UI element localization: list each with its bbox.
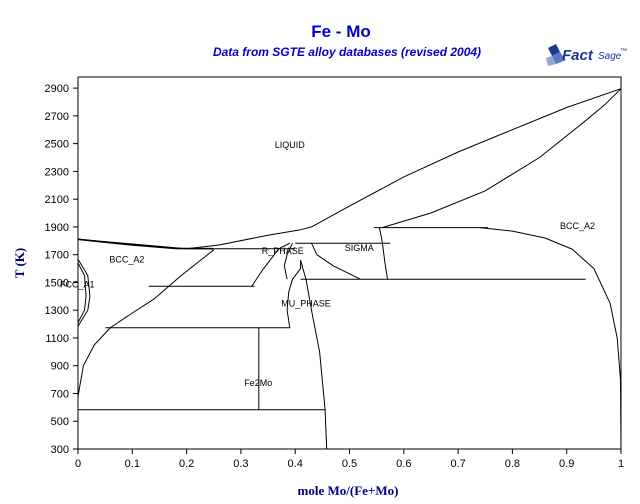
boundary-r-left — [251, 242, 291, 287]
x-tick-label: 0 — [75, 458, 81, 470]
phase-label: Fe2Mo — [244, 378, 272, 388]
boundary-mu-left — [286, 260, 302, 328]
phase-label: SIGMA — [345, 243, 374, 253]
y-tick-label: 700 — [51, 388, 69, 400]
boundary-mu-right — [300, 260, 328, 450]
x-tick-label: 0.9 — [559, 458, 574, 470]
x-tick-label: 0.5 — [342, 458, 357, 470]
phase-boundaries — [77, 88, 622, 450]
boundary-bcc-mo-solvus — [479, 227, 622, 450]
logo-brand-sage: Sage — [598, 51, 622, 62]
boundary-bcc-fe-solvus — [77, 249, 215, 397]
logo-brand-fact: Fact — [562, 47, 594, 64]
boundary-liquid-bcc-mo — [381, 88, 622, 229]
factsage-logo: Fact Sage ™ — [546, 44, 627, 66]
x-tick-label: 0.7 — [450, 458, 465, 470]
x-tick-label: 0.6 — [396, 458, 411, 470]
boundary-fcc-loop-outer — [77, 259, 91, 327]
x-tick-label: 0.4 — [288, 458, 303, 470]
phase-label: MU_PHASE — [281, 299, 331, 309]
y-tick-label: 500 — [51, 416, 69, 428]
plot-area — [77, 76, 622, 450]
y-tick-label: 1100 — [45, 333, 69, 345]
y-tick-label: 2700 — [45, 111, 69, 123]
factsage-logo-icon — [546, 44, 566, 66]
y-axis-label: T (K) — [12, 248, 27, 278]
boundary-sigma-right — [378, 227, 388, 280]
y-tick-label: 2900 — [45, 83, 69, 95]
boundary-fcc-loop-inner — [77, 262, 87, 323]
y-tick-label: 900 — [51, 361, 69, 373]
y-tick-label: 1900 — [45, 222, 69, 234]
x-axis-label: mole Mo/(Fe+Mo) — [298, 483, 399, 498]
y-tick-label: 2100 — [45, 194, 69, 206]
phase-label: LIQUID — [275, 140, 306, 150]
y-tick-label: 2500 — [45, 139, 69, 151]
phase-label: R_PHASE — [262, 246, 304, 256]
phase-label: BCC_A2 — [560, 221, 595, 231]
axis-ticks: 0 0.1 0.2 0.3 0.4 0.5 0.6 0.7 0.8 0.9 130050070090… — [45, 83, 625, 470]
boundary-solidus-fe — [77, 238, 214, 250]
logo-trademark: ™ — [620, 48, 627, 55]
y-tick-label: 1700 — [45, 250, 69, 262]
x-tick-label: 1 — [618, 458, 624, 470]
y-tick-label: 1300 — [45, 305, 69, 317]
boundary-liquidus — [77, 88, 622, 250]
x-tick-label: 0.1 — [125, 458, 140, 470]
x-tick-label: 0.3 — [233, 458, 248, 470]
boundary-sigma-left — [311, 242, 361, 280]
phase-label: BCC_A2 — [109, 254, 144, 264]
chart-title: Fe - Mo — [311, 22, 371, 41]
chart-subtitle: Data from SGTE alloy databases (revised … — [213, 45, 481, 59]
phase-labels: LIQUID BCC_A2 BCC_A2 R_PHASE SIGMA FCC_A1 MU_P… — [60, 140, 595, 388]
y-tick-label: 300 — [51, 444, 69, 456]
boundary-r-right — [283, 242, 293, 280]
x-tick-label: 0.2 — [179, 458, 194, 470]
y-tick-label: 2300 — [45, 166, 69, 178]
phase-label: FCC_A1 — [60, 279, 95, 289]
y-tick-label: 1500 — [45, 277, 69, 289]
x-tick-label: 0.8 — [505, 458, 520, 470]
